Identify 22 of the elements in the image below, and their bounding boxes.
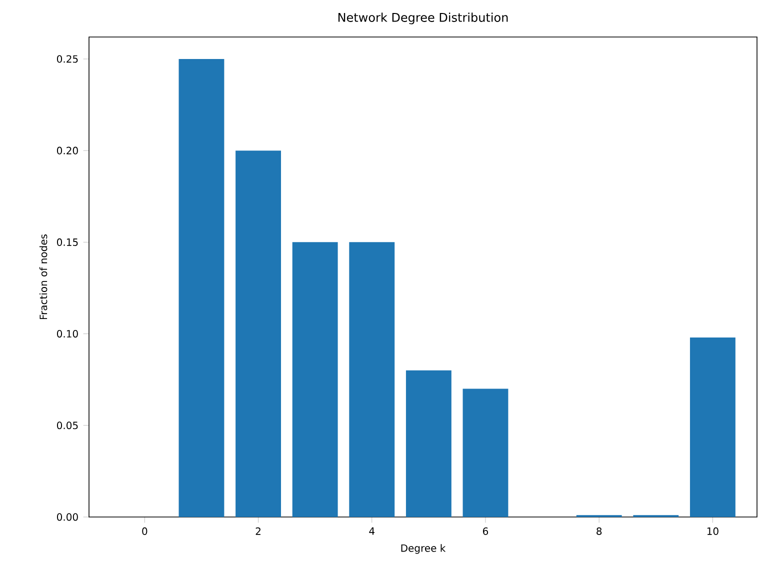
bar [462, 388, 508, 517]
bar [406, 370, 452, 517]
y-tick-label: 0.00 [57, 513, 78, 521]
y-axis-title: Fraction of nodes [39, 234, 48, 320]
bar [236, 150, 281, 517]
bar [292, 242, 338, 517]
bar [349, 242, 395, 517]
x-tick-label: 10 [707, 527, 718, 535]
y-tick-label: 0.05 [57, 422, 78, 430]
y-tick-label: 0.10 [57, 330, 78, 338]
x-tick-label: 6 [483, 527, 488, 535]
x-tick-label: 8 [596, 527, 602, 535]
x-tick-label: 2 [256, 527, 260, 535]
y-tick-label: 0.15 [57, 238, 78, 246]
y-tick-label: 0.25 [57, 55, 78, 63]
x-tick-label: 4 [369, 527, 374, 535]
x-axis-title: Degree k [401, 544, 446, 554]
bar [690, 337, 736, 517]
bar [178, 58, 224, 517]
chart-title: Network Degree Distribution [338, 12, 508, 24]
y-tick-label: 0.20 [57, 146, 78, 154]
x-tick-label: 0 [142, 527, 148, 535]
